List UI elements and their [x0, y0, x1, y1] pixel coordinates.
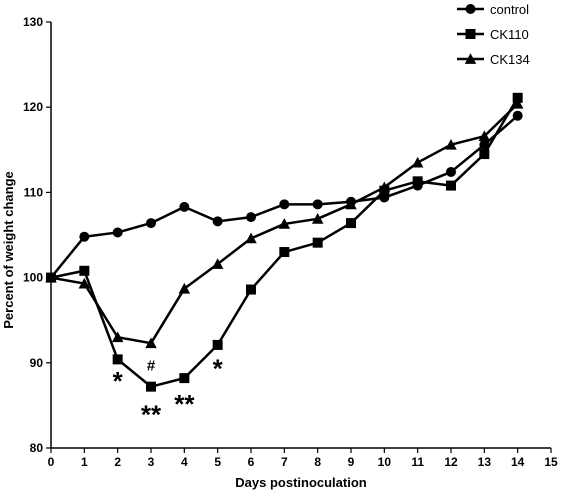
data-point-square [112, 354, 123, 365]
x-tick-label: 4 [181, 455, 188, 469]
data-point-circle [512, 110, 523, 121]
data-point-circle [179, 201, 190, 212]
legend-item-ck134: CK134 [457, 52, 530, 67]
y-tick-label: 130 [23, 15, 43, 29]
x-tick-label: 0 [48, 455, 55, 469]
data-point-square [479, 149, 490, 160]
series-ck110 [46, 92, 523, 392]
data-point-triangle [278, 218, 291, 229]
y-tick-label: 90 [30, 356, 44, 370]
x-tick-label: 5 [214, 455, 221, 469]
series-line [50, 97, 519, 388]
x-tick-label: 3 [148, 455, 155, 469]
x-tick-label: 10 [378, 455, 392, 469]
significance-annotation: * [113, 366, 124, 396]
data-point-triangle [111, 331, 124, 343]
x-tick-label: 6 [248, 455, 255, 469]
data-point-triangle [145, 337, 157, 349]
legend-label: CK110 [490, 27, 529, 42]
data-point-triangle [311, 213, 324, 224]
data-point-circle [279, 199, 290, 210]
data-point-triangle [378, 181, 391, 193]
data-point-circle [112, 227, 123, 238]
legend-marker-circle [465, 4, 476, 14]
y-tick-label: 80 [30, 441, 44, 455]
series-ck134 [45, 98, 524, 349]
data-point-circle [212, 216, 223, 227]
data-point-square [79, 265, 90, 276]
data-point-square [412, 176, 423, 187]
significance-annotation: ** [141, 399, 162, 429]
y-tick-label: 120 [23, 100, 43, 114]
data-point-triangle [445, 138, 457, 150]
legend-item-control: control [457, 2, 529, 17]
x-tick-label: 12 [444, 455, 458, 469]
significance-annotation: ** [174, 389, 195, 419]
y-tick-label: 100 [23, 271, 43, 285]
x-tick-label: 2 [114, 455, 121, 469]
data-point-triangle [411, 156, 424, 168]
legend: control CK110 CK134 [457, 2, 530, 67]
y-axis-title: Percent of weight change [1, 171, 16, 328]
x-axis-title: Days postinoculation [235, 475, 367, 490]
data-point-square [146, 381, 156, 392]
data-point-square [212, 339, 223, 350]
legend-label: control [490, 2, 529, 17]
data-point-circle [246, 212, 256, 223]
significance-annotation: # [147, 357, 156, 374]
data-point-triangle [478, 130, 491, 142]
legend-label: CK134 [490, 52, 530, 67]
data-point-square [246, 284, 256, 295]
data-point-triangle [78, 277, 91, 289]
data-point-triangle [511, 98, 524, 109]
data-point-triangle [245, 232, 257, 244]
data-point-circle [146, 218, 156, 229]
legend-item-ck110: CK110 [457, 27, 529, 42]
data-point-square [512, 92, 523, 103]
data-point-circle [446, 166, 456, 177]
data-point-square [312, 237, 323, 248]
x-tick-label: 8 [314, 455, 321, 469]
data-point-circle [79, 231, 90, 242]
data-point-square [346, 218, 356, 229]
legend-marker-square [465, 29, 476, 39]
data-point-triangle [345, 198, 357, 210]
data-point-circle [479, 139, 490, 150]
x-tick-label: 15 [544, 455, 558, 469]
data-point-circle [312, 199, 323, 210]
x-tick-label: 1 [81, 455, 88, 469]
data-point-square [179, 373, 190, 384]
x-tick-label: 9 [348, 455, 355, 469]
data-point-square [446, 180, 456, 191]
data-point-triangle [211, 258, 224, 269]
annotation-layer: *#** *** [113, 353, 224, 429]
series-layer [45, 92, 524, 392]
axes: 0 1 2 3 4 5 6 7 8 9 10 11 12 13 14 158090100110120130Da… [1, 15, 558, 490]
significance-annotation: * [213, 353, 224, 383]
data-point-triangle [45, 271, 57, 283]
x-tick-label: 14 [511, 455, 525, 469]
x-tick-label: 13 [478, 455, 492, 469]
y-tick-label: 110 [24, 185, 44, 199]
legend-marker-triangle [464, 53, 477, 64]
x-tick-label: 7 [281, 455, 288, 469]
data-point-triangle [178, 282, 191, 294]
x-tick-label: 11 [411, 455, 424, 469]
data-point-square [279, 247, 290, 258]
